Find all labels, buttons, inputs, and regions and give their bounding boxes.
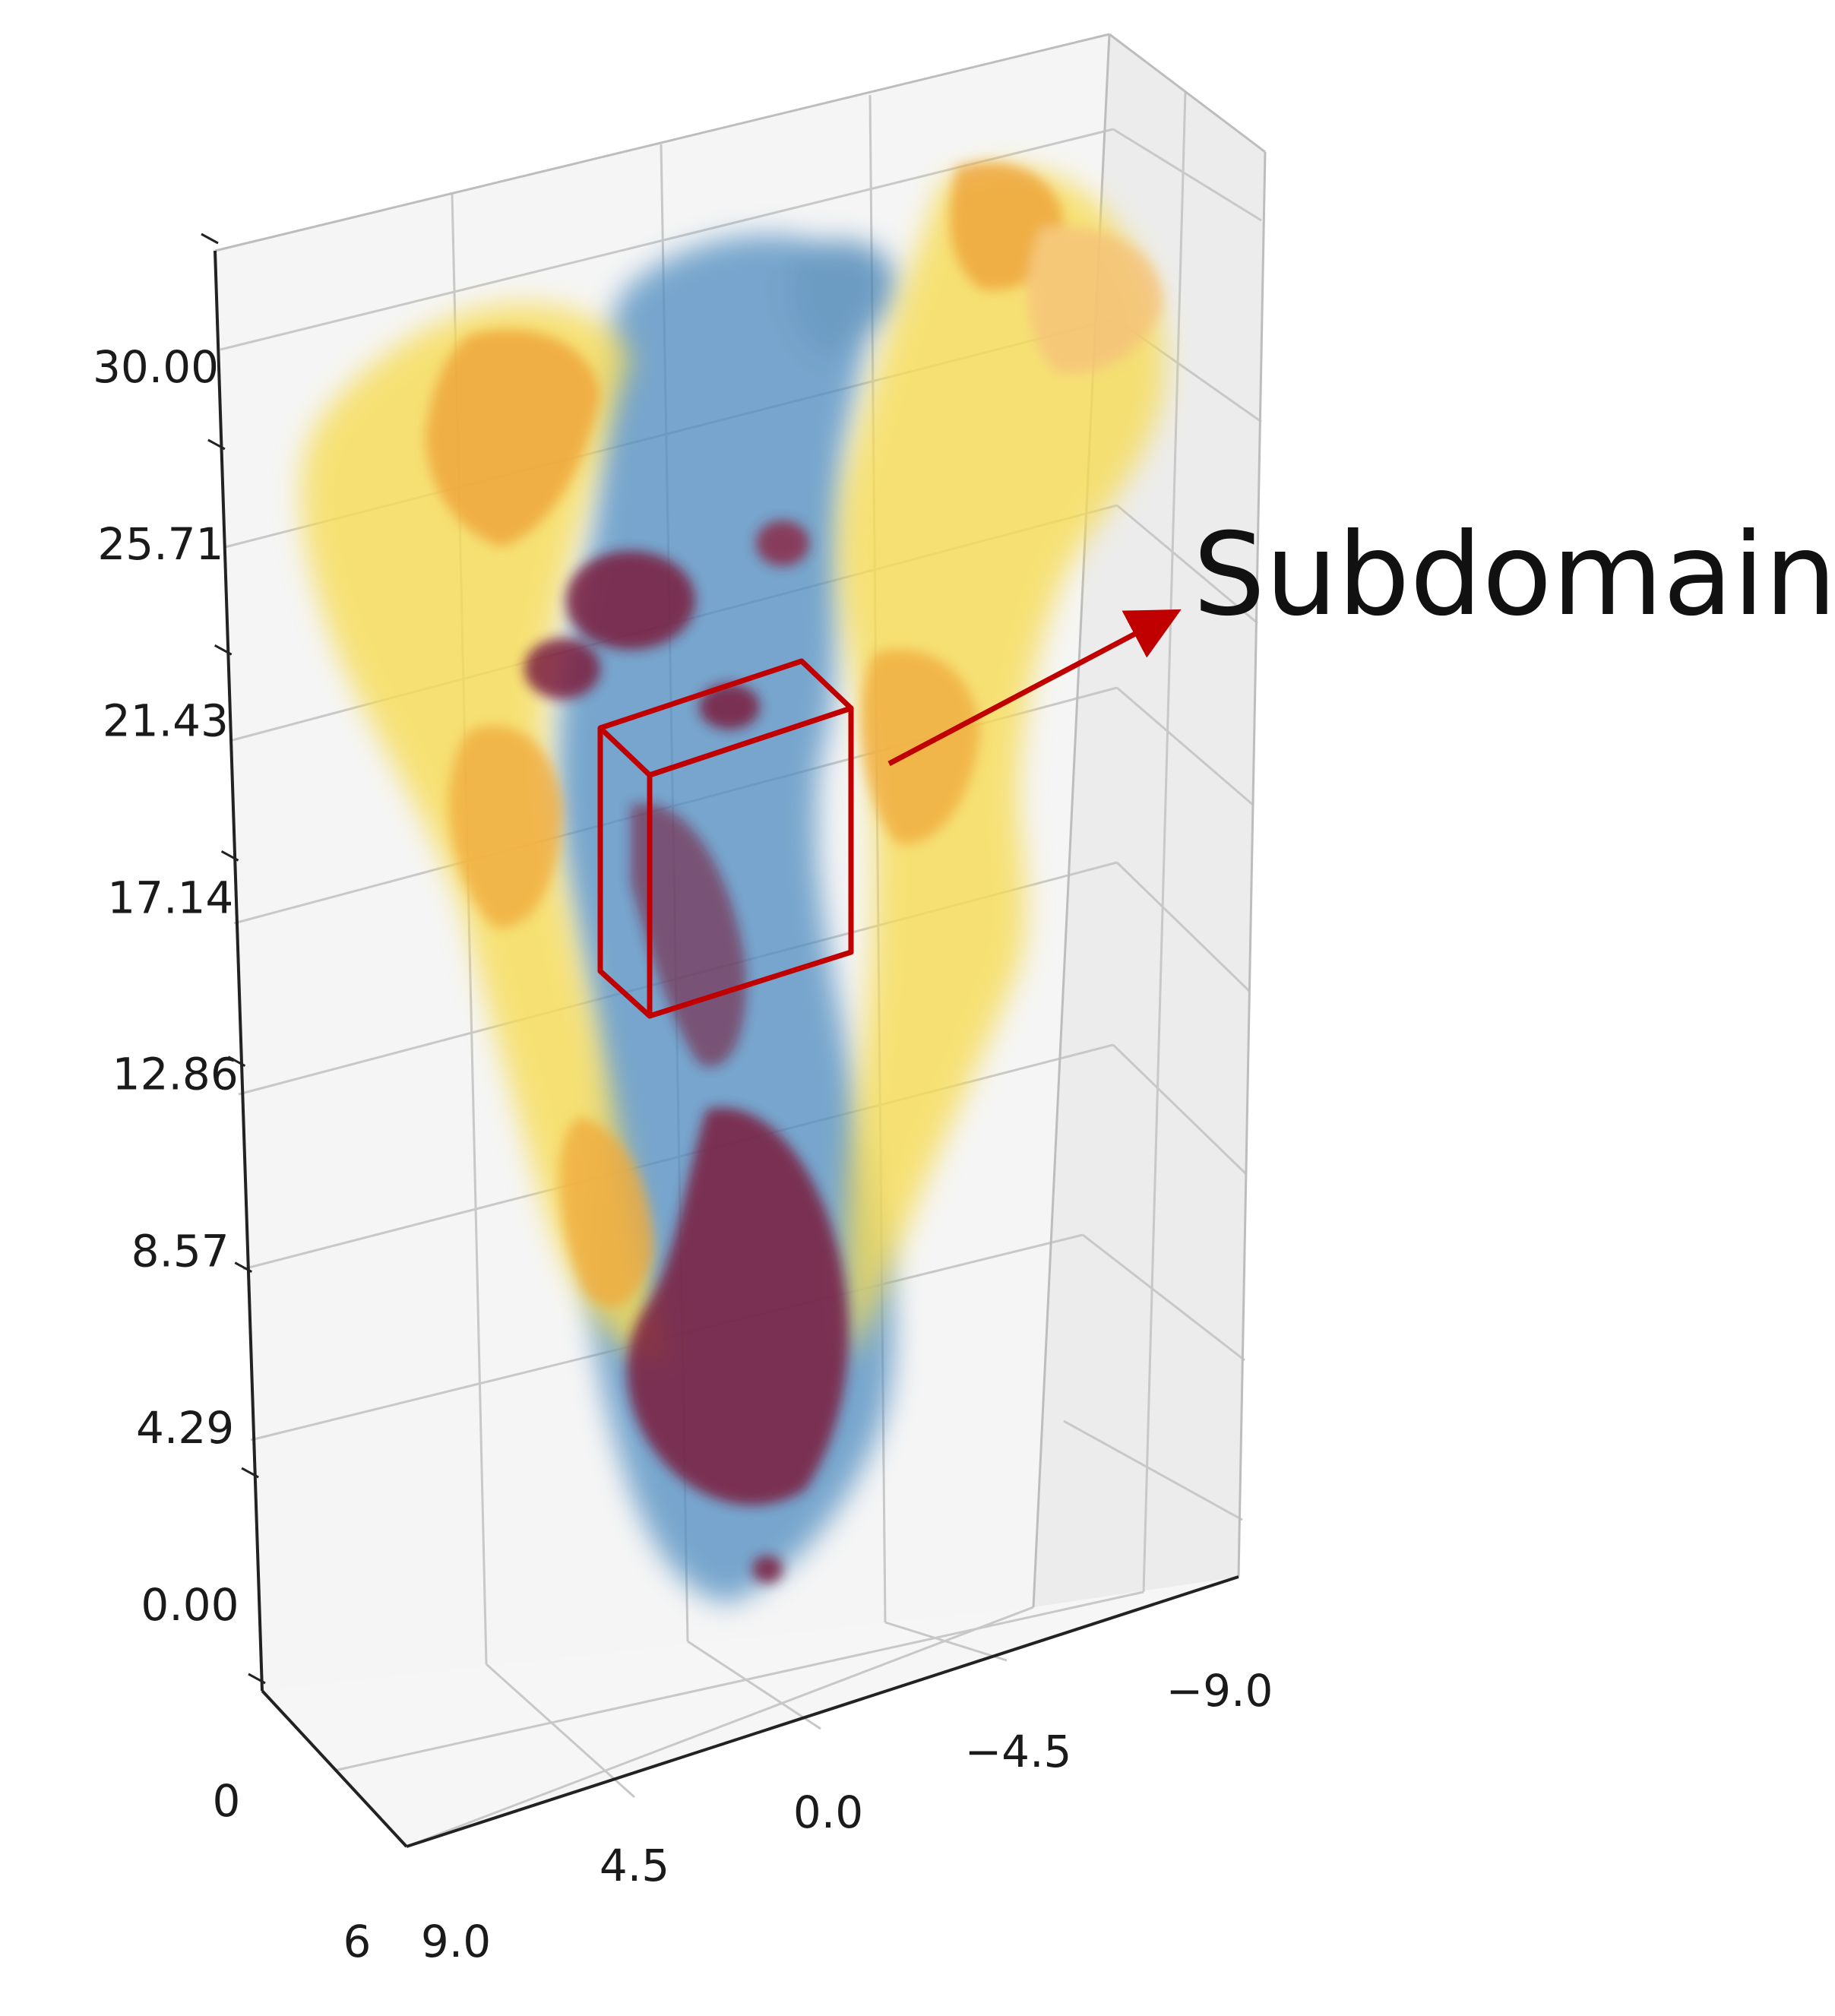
blue-cloud-upper-right bbox=[786, 240, 897, 357]
z-tick-mark bbox=[248, 1673, 266, 1685]
orange-cloud-left-low bbox=[559, 1117, 653, 1308]
maroon-streak-mid bbox=[631, 803, 746, 1067]
maroon-blob-5 bbox=[752, 1556, 783, 1583]
axis-lines bbox=[214, 250, 1239, 1848]
maroon-cloud bbox=[524, 521, 849, 1583]
x-axis-line bbox=[406, 1575, 1239, 1848]
subdomain-arrow bbox=[887, 609, 1182, 767]
orange-cloud-left-mid bbox=[448, 725, 562, 928]
z-tick-label: 4.29 bbox=[136, 1402, 234, 1454]
y-axis-line bbox=[261, 1689, 408, 1848]
z-tick-mark bbox=[241, 1467, 259, 1479]
z-tick-mark bbox=[227, 1055, 246, 1067]
z-tick-label: 12.86 bbox=[112, 1049, 239, 1100]
z-tick-mark bbox=[234, 1261, 253, 1273]
subdomain-box-left-edges bbox=[597, 728, 652, 1018]
maroon-blob-1 bbox=[566, 551, 695, 650]
subdomain-label: Subdomain bbox=[1193, 509, 1835, 641]
z-tick-mark bbox=[201, 233, 219, 245]
z-tick-mark bbox=[207, 438, 226, 451]
y-tick-label: 6 bbox=[343, 1916, 372, 1967]
maroon-blob-4 bbox=[699, 684, 760, 729]
maroon-blob-3 bbox=[756, 521, 809, 566]
y-tick-label: 0 bbox=[213, 1775, 241, 1827]
x-tick-label: 4.5 bbox=[600, 1840, 669, 1891]
z-tick-label: 25.71 bbox=[97, 518, 223, 570]
z-axis-line bbox=[214, 250, 264, 1692]
point-clouds bbox=[301, 162, 1165, 1603]
z-tick-label: 30.00 bbox=[93, 341, 219, 393]
subdomain-box-front bbox=[647, 705, 854, 1019]
text-layer: 0.004.298.5712.8617.1421.4325.7130.009.0… bbox=[93, 233, 1835, 1967]
orange-cloud-left-top bbox=[426, 329, 600, 547]
z-tick-mark bbox=[220, 850, 239, 862]
x-tick-label: 0.0 bbox=[793, 1787, 863, 1838]
z-tick-label: 17.14 bbox=[107, 872, 233, 923]
floor-pane bbox=[262, 1577, 1239, 1847]
x-tick-label: −9.0 bbox=[1166, 1665, 1273, 1717]
x-tick-label: 9.0 bbox=[421, 1916, 491, 1967]
maroon-blob-2 bbox=[524, 638, 600, 699]
x-tick-label: −4.5 bbox=[965, 1726, 1072, 1777]
z-tick-label: 8.57 bbox=[131, 1226, 229, 1277]
z-tick-label: 0.00 bbox=[141, 1579, 239, 1631]
yellow-cloud-right bbox=[838, 167, 1165, 1360]
z-tick-mark bbox=[214, 644, 233, 656]
orange-cloud-right-far bbox=[1027, 226, 1163, 374]
z-tick-label: 21.43 bbox=[103, 695, 229, 746]
subdomain-box bbox=[597, 658, 854, 1019]
maroon-lower bbox=[627, 1107, 849, 1505]
